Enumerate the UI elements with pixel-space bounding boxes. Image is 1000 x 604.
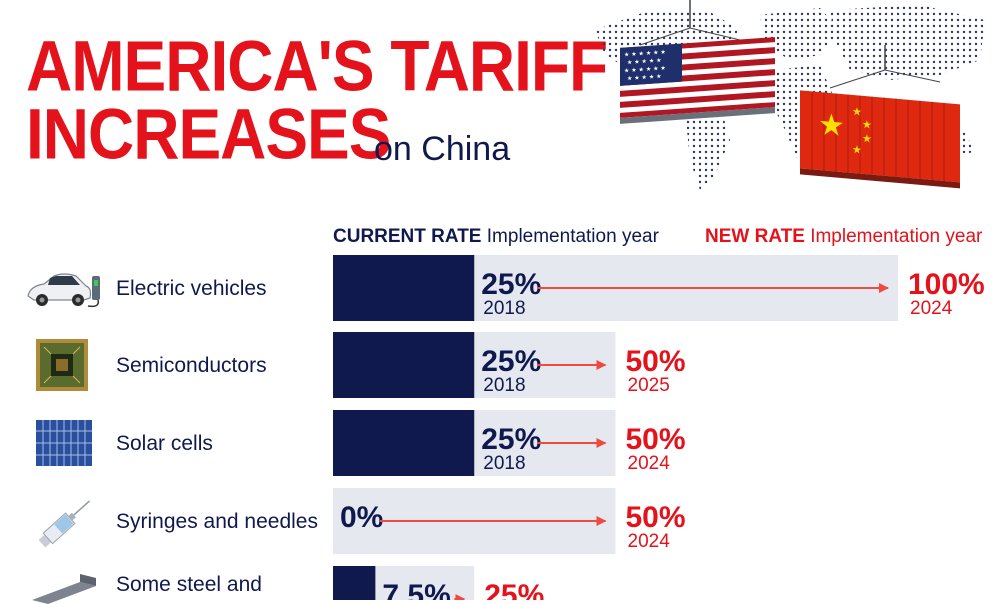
- syringe-icon: [38, 500, 91, 548]
- new-value-1: 50%: [626, 345, 686, 378]
- current-rate-subtitle: Implementation year: [486, 226, 659, 247]
- current-rate-header: CURRENT RATE Implementation year: [333, 226, 659, 248]
- svg-text:★: ★: [818, 107, 845, 144]
- new-rate-title: NEW RATE: [705, 226, 805, 247]
- row-label-solar-cells: Solar cells: [116, 432, 213, 455]
- new-rate-subtitle: Implementation year: [810, 226, 983, 247]
- world-map-illustration: ★ ★ ★ ★ ★ ★ ★ ★ ★ ★ ★ ★ ★ ★ ★ ★ ★ ★ ★ ★ …: [590, 0, 990, 195]
- current-rate-title: CURRENT RATE: [333, 226, 482, 247]
- svg-text:★ ★ ★ ★ ★: ★ ★ ★ ★ ★: [627, 57, 661, 66]
- new-year-2: 2024: [628, 453, 671, 474]
- current-value-0: 25%: [481, 268, 541, 301]
- current-value-2: 25%: [481, 423, 541, 456]
- new-value-3: 50%: [626, 501, 686, 534]
- title-line-2: INCREASES: [26, 93, 391, 175]
- row-label-electric-vehicles: Electric vehicles: [116, 277, 267, 300]
- us-flag-container: ★ ★ ★ ★ ★ ★ ★ ★ ★ ★ ★ ★ ★ ★ ★ ★ ★ ★ ★ ★ …: [620, 0, 775, 124]
- chip-icon: [36, 339, 88, 391]
- title-line-1: AMERICA'S TARIFF: [26, 25, 608, 107]
- svg-text:★: ★: [852, 105, 862, 119]
- car-icon: [27, 273, 100, 308]
- current-value-4: 7.5%: [382, 579, 450, 600]
- row-label-semiconductors: Semiconductors: [116, 354, 267, 377]
- current-year-1: 2018: [483, 375, 525, 396]
- new-year-0: 2024: [910, 298, 953, 319]
- new-value-0: 100%: [908, 268, 985, 301]
- row-label-syringes: Syringes and needles: [116, 510, 318, 533]
- current-value-3: 0%: [340, 501, 383, 534]
- svg-text:★: ★: [862, 132, 872, 146]
- new-value-2: 50%: [626, 423, 686, 456]
- svg-text:★ ★ ★ ★ ★: ★ ★ ★ ★ ★: [627, 73, 661, 82]
- new-year-3: 2024: [628, 531, 671, 552]
- svg-text:★ ★ ★ ★ ★ ★: ★ ★ ★ ★ ★ ★: [624, 49, 666, 59]
- china-flag-container: ★ ★ ★ ★ ★: [800, 45, 960, 189]
- current-year-2: 2018: [483, 453, 525, 474]
- title-suffix: on China: [374, 130, 511, 168]
- current-bar-0: [333, 255, 475, 321]
- current-bar-2: [333, 410, 475, 476]
- current-bar-1: [333, 332, 475, 398]
- svg-text:★: ★: [862, 118, 872, 132]
- row-label-steel: Some steel and: [116, 573, 262, 596]
- new-year-1: 2025: [628, 375, 670, 396]
- svg-text:★: ★: [852, 143, 862, 157]
- svg-text:★ ★ ★ ★ ★ ★: ★ ★ ★ ★ ★ ★: [624, 65, 666, 75]
- new-value-4: 25%: [484, 579, 544, 600]
- solar-panel-icon: [36, 420, 92, 466]
- current-value-1: 25%: [481, 345, 541, 378]
- current-bar-4: [333, 566, 376, 600]
- new-rate-header: NEW RATE Implementation year: [705, 226, 982, 248]
- current-year-0: 2018: [483, 298, 525, 319]
- steel-beam-icon: [32, 574, 96, 604]
